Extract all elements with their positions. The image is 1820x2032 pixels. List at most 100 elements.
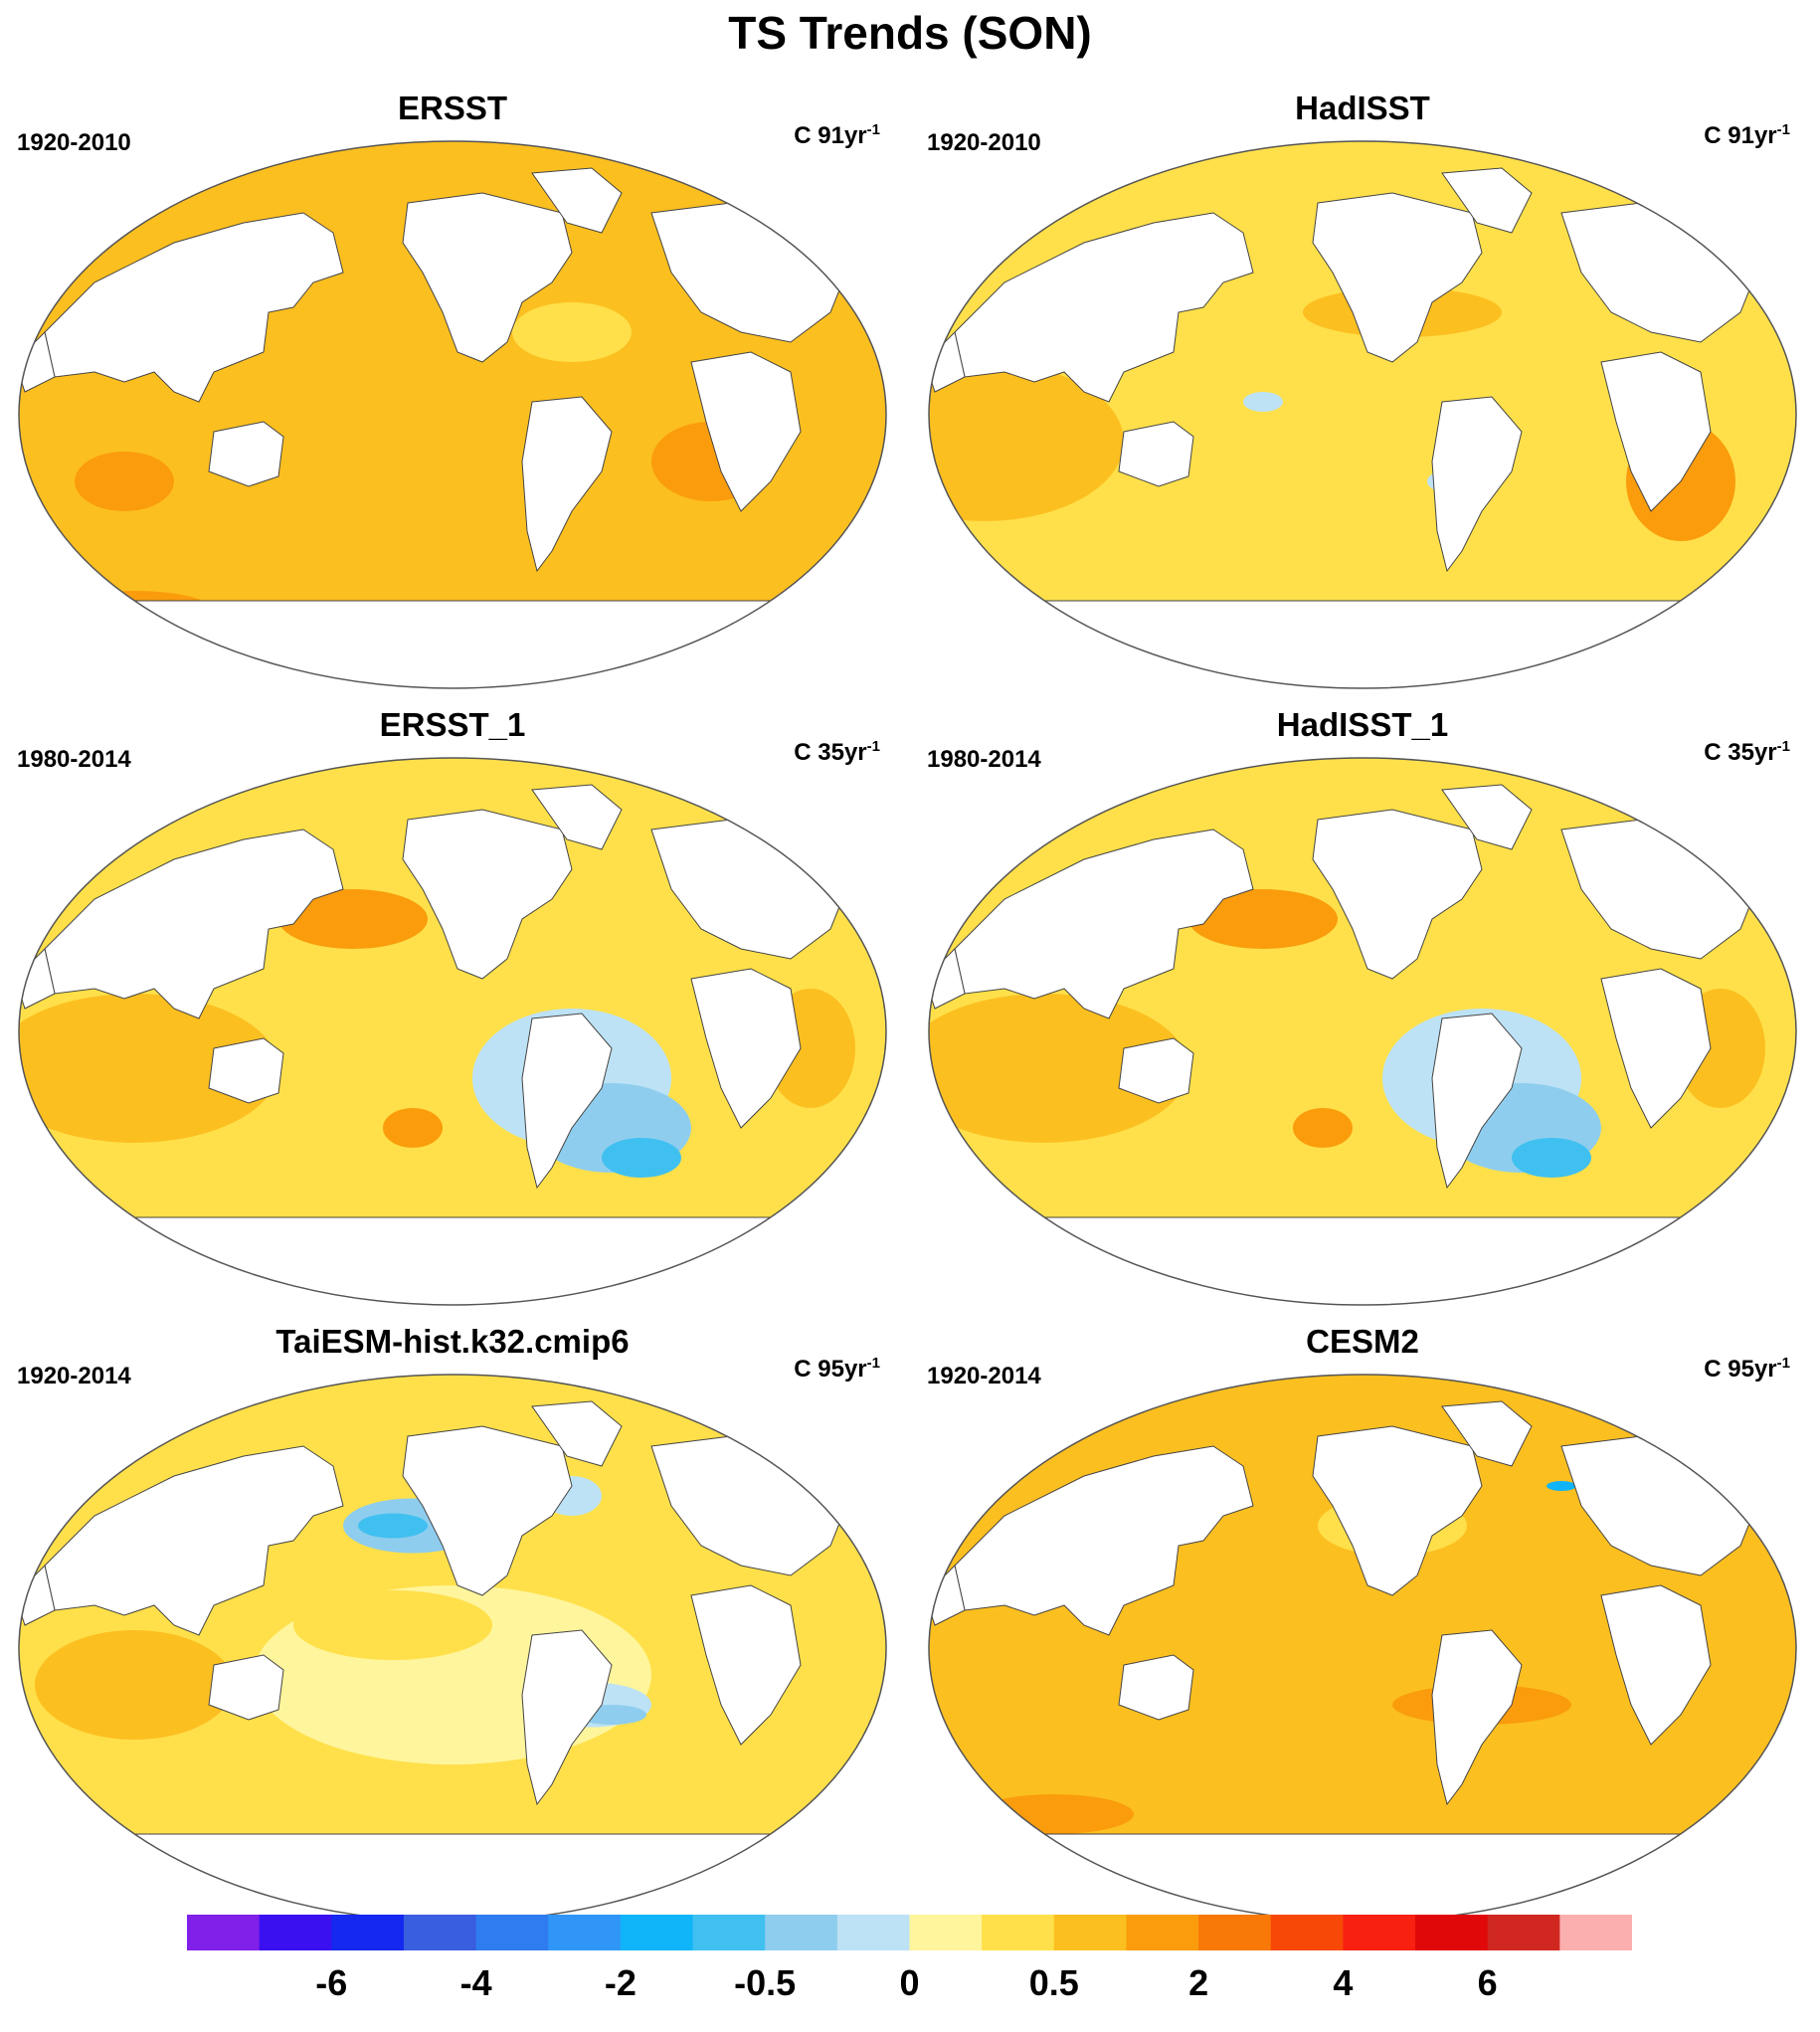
map-border — [18, 757, 887, 1306]
land-mass — [944, 600, 1781, 688]
units-value: 91yr — [818, 122, 867, 149]
trend-contour — [1293, 1108, 1353, 1148]
world-map — [928, 757, 1797, 1306]
land-mass — [1600, 968, 1712, 1129]
panel-units: C 95yr-1 — [794, 1355, 880, 1384]
land-mass — [44, 1445, 344, 1636]
colorbar-segment — [1559, 1915, 1632, 1950]
map-panel: TaiESM-hist.k32.cmip6 1920-2014 C 95yr-1 — [5, 1323, 900, 1940]
units-prefix: C — [794, 1356, 819, 1383]
units-prefix: C — [794, 122, 819, 149]
map-panel: HadISST 1920-2010 C 91yr-1 — [915, 90, 1810, 706]
land-mass — [1441, 167, 1533, 234]
colorbar-tick-label: -6 — [315, 1962, 348, 2003]
panel-units: C 35yr-1 — [1704, 738, 1790, 767]
panel-title: HadISST — [1295, 90, 1430, 126]
map-panel: ERSST 1920-2010 C 91yr-1 — [5, 90, 900, 706]
land-mass — [521, 396, 613, 573]
units-exponent: -1 — [1776, 1355, 1790, 1372]
land-mass — [1441, 1400, 1533, 1467]
land-mass — [1118, 1037, 1194, 1104]
colorbar-segment — [1487, 1915, 1560, 1950]
colorbar-segment — [1053, 1915, 1127, 1950]
panel-period: 1920-2014 — [17, 1363, 131, 1389]
land-mass — [1600, 351, 1712, 512]
colorbar-segment — [475, 1915, 549, 1950]
units-value: 35yr — [818, 739, 867, 766]
land-mass — [208, 1037, 284, 1104]
colorbar-tick-label: 6 — [1477, 1962, 1498, 2003]
colorbar-segment — [1198, 1915, 1272, 1950]
units-prefix: C — [1704, 122, 1729, 149]
world-map — [928, 1374, 1797, 1923]
land-mass — [1431, 1629, 1523, 1806]
land-mass — [34, 1216, 871, 1305]
map-panel: ERSST_1 1980-2014 C 35yr-1 — [5, 706, 900, 1323]
trend-contour — [1547, 1481, 1576, 1491]
colorbar-tick-label: -4 — [459, 1962, 492, 2003]
colorbar-segment — [259, 1915, 332, 1950]
land-mass — [44, 212, 344, 403]
trend-contour — [1188, 889, 1338, 949]
land-mass — [1431, 1013, 1523, 1190]
world-map — [18, 140, 887, 689]
units-prefix: C — [1704, 1356, 1729, 1383]
colorbar-tick-label: 0 — [899, 1962, 920, 2003]
panel-period: 1980-2014 — [17, 746, 131, 773]
trend-contour — [293, 1590, 492, 1660]
land-mass — [954, 829, 1254, 1019]
units-exponent: -1 — [866, 1355, 880, 1372]
trend-contour — [19, 994, 278, 1143]
colorbar-segment — [909, 1915, 983, 1950]
land-mass — [690, 351, 802, 512]
colorbar-segment — [1343, 1915, 1416, 1950]
trend-contour — [975, 1794, 1134, 1834]
colorbar-tick-label: 2 — [1188, 1962, 1209, 2003]
panel-title: ERSST — [397, 90, 508, 126]
units-exponent: -1 — [866, 121, 880, 138]
units-value: 35yr — [1728, 739, 1777, 766]
world-map — [928, 140, 1797, 689]
colorbar-tick-label: 0.5 — [1028, 1962, 1079, 2003]
panel-title: HadISST_1 — [1276, 706, 1449, 743]
colorbar-tick-label: 4 — [1333, 1962, 1354, 2003]
land-mass — [521, 1629, 613, 1806]
units-exponent: -1 — [866, 738, 880, 755]
colorbar-segment — [403, 1915, 477, 1950]
panel-title: TaiESM-hist.k32.cmip6 — [275, 1323, 630, 1360]
units-value: 95yr — [1728, 1356, 1777, 1383]
panel-units: C 91yr-1 — [794, 121, 880, 150]
colorbar-segment — [548, 1915, 622, 1950]
land-mass — [1118, 421, 1194, 487]
colorbar-segment — [982, 1915, 1055, 1950]
panel-period: 1920-2010 — [927, 129, 1041, 156]
trend-contour — [929, 994, 1188, 1143]
land-mass — [954, 212, 1254, 403]
colorbar-segment — [765, 1915, 838, 1950]
land-mass — [208, 421, 284, 487]
land-mass — [690, 1584, 802, 1746]
land-mass — [1431, 396, 1523, 573]
land-mass — [1441, 784, 1533, 850]
land-mass — [531, 1400, 623, 1467]
trend-contour — [806, 1222, 886, 1272]
panel-period: 1980-2014 — [927, 746, 1041, 773]
colorbar-segment — [836, 1915, 910, 1950]
colorbar-segment — [331, 1915, 405, 1950]
colorbar-segment — [692, 1915, 766, 1950]
land-mass — [44, 829, 344, 1019]
trend-contour — [35, 1630, 234, 1740]
map-border — [928, 757, 1797, 1306]
colorbar-tick-label: -2 — [604, 1962, 637, 2003]
colorbar-segment — [187, 1915, 261, 1950]
colorbar-segment — [1270, 1915, 1344, 1950]
panel-period: 1920-2014 — [927, 1363, 1041, 1389]
page-title: TS Trends (SON) — [728, 7, 1092, 59]
units-value: 91yr — [1728, 122, 1777, 149]
trend-contour — [512, 302, 632, 362]
land-mass — [690, 968, 802, 1129]
trend-contour — [602, 1138, 681, 1178]
units-exponent: -1 — [1776, 121, 1790, 138]
trend-contour — [1716, 1222, 1796, 1272]
land-mass — [1600, 1584, 1712, 1746]
